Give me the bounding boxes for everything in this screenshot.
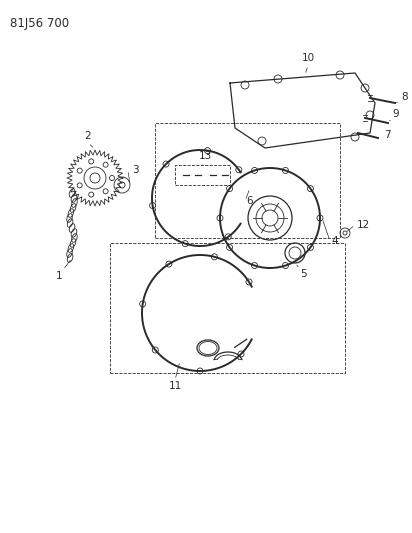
- Text: 10: 10: [302, 53, 315, 63]
- Text: 13: 13: [198, 151, 212, 161]
- Text: 5: 5: [301, 269, 307, 279]
- Bar: [155, 123, 340, 238]
- Text: 81J56 700: 81J56 700: [10, 17, 69, 29]
- Text: 1: 1: [56, 271, 62, 281]
- Text: 9: 9: [393, 109, 399, 119]
- Text: 6: 6: [247, 196, 253, 206]
- Text: 8: 8: [402, 92, 408, 102]
- Text: 11: 11: [169, 381, 182, 391]
- Text: 12: 12: [356, 220, 370, 230]
- Bar: [110, 243, 345, 373]
- Text: 7: 7: [384, 130, 390, 140]
- Text: 2: 2: [85, 131, 91, 141]
- Bar: [175, 165, 230, 185]
- Text: 3: 3: [132, 165, 138, 175]
- Text: 4: 4: [332, 236, 338, 246]
